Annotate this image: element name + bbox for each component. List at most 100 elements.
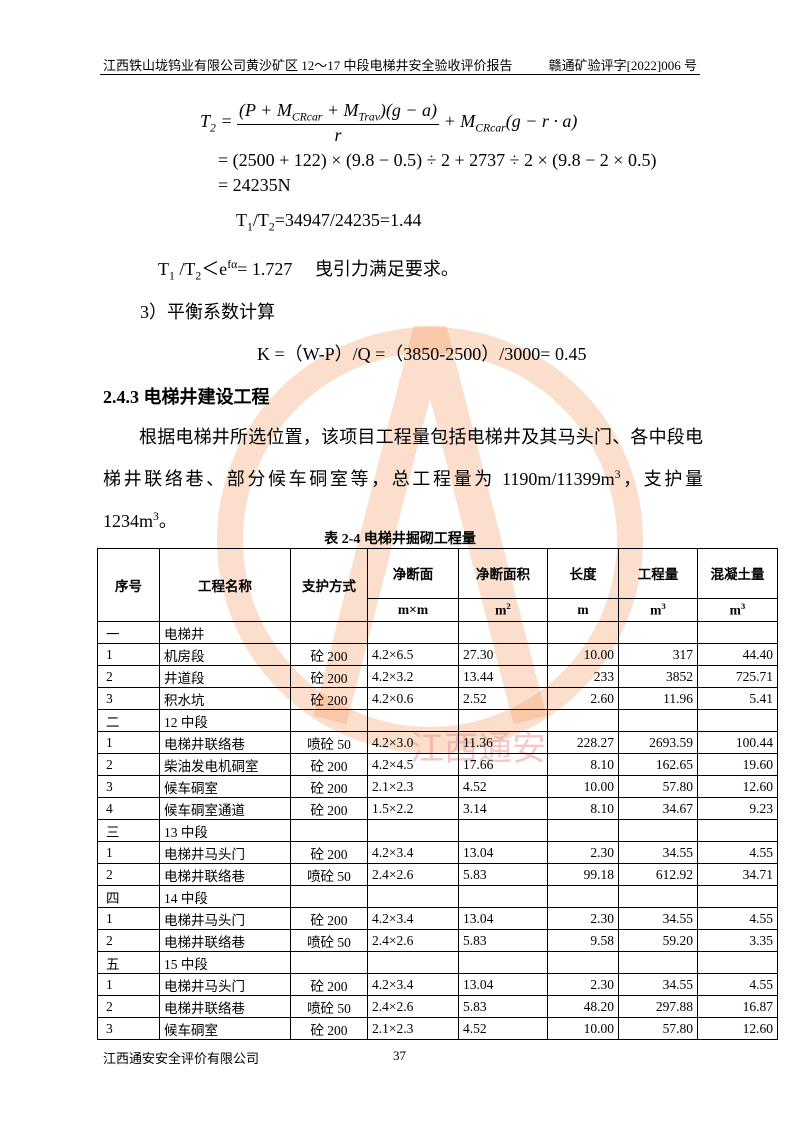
table-cell: 100.44 — [697, 731, 778, 754]
subscript: 1 — [247, 220, 253, 234]
subscript: CRcar — [475, 121, 506, 135]
subscript: Trav — [358, 110, 380, 124]
text-run: + M — [322, 100, 359, 120]
table-cell: 2.30 — [547, 841, 619, 864]
supscript: 3 — [614, 468, 621, 481]
empty-cell — [367, 819, 459, 842]
text-run: = — [215, 110, 238, 131]
text-run: (g − r · a) — [505, 110, 578, 131]
table-cell: 3852 — [618, 665, 698, 688]
table-row: 1 电梯井马头门砼 200 4.2×3.4 13.04 2.30 34.55 4.55 — [97, 841, 778, 864]
table-cell: 5.41 — [697, 687, 778, 710]
formula-main: T2 = (P + MCRcar + MTrav)(g − a) r + MCRc… — [200, 100, 577, 146]
empty-cell — [458, 885, 548, 908]
empty-cell — [290, 709, 368, 732]
table-cell: 2.4×2.6 — [367, 995, 459, 1018]
section-no: 一 — [97, 621, 160, 644]
table-cell: 13.04 — [458, 841, 548, 864]
denominator: r — [334, 124, 342, 145]
table-cell: 44.40 — [697, 643, 778, 666]
table-cell: 3 — [97, 1017, 160, 1040]
table-cell: 10.00 — [547, 775, 619, 798]
subscript: 1 — [169, 269, 175, 283]
table-cell: 317 — [618, 643, 698, 666]
empty-cell — [697, 709, 778, 732]
footer-left: 江西通安安全评价有限公司 — [103, 1051, 260, 1066]
header-cell: 长度 — [547, 548, 619, 599]
table-cell: 3.14 — [458, 797, 548, 820]
table-row: 2 电梯井联络巷 喷砼 50 2.4×2.6 5.83 48.20 297.88 16.87 — [97, 995, 778, 1018]
table-cell: 5.83 — [458, 863, 548, 886]
unit-cell: m3 — [618, 597, 698, 623]
supscript: 3 — [661, 601, 666, 612]
empty-cell — [547, 621, 619, 644]
section-heading: 2.4.3 电梯井建设工程 — [103, 387, 270, 407]
table-cell: 4 — [97, 797, 160, 820]
table-cell: 2.30 — [547, 973, 619, 996]
table-cell: 电梯井联络巷 — [159, 731, 291, 754]
table-cell: 5.83 — [458, 995, 548, 1018]
header-cell: 序号 — [97, 548, 160, 622]
section-name: 电梯井 — [159, 621, 291, 644]
table-cell: 喷砼 50 — [290, 995, 368, 1018]
table-cell: 机房段 — [159, 643, 291, 666]
header-cell: 净断面 — [367, 548, 459, 599]
text-run: ，支护量 1234m — [103, 469, 703, 531]
empty-cell — [697, 885, 778, 908]
empty-cell — [618, 621, 698, 644]
table-cell: 砼 200 — [290, 643, 368, 666]
table-cell: 喷砼 50 — [290, 863, 368, 886]
table-cell: 候车硐室通道 — [159, 797, 291, 820]
table-cell: 砼 200 — [290, 1017, 368, 1040]
text-run: (P + M — [239, 100, 292, 120]
table-row: 3 候车硐室砼 200 2.1×2.3 4.52 10.00 57.80 12.60 — [97, 775, 778, 798]
empty-cell — [697, 819, 778, 842]
check: T1 /T2＜efα= 1.727 曳引力满足要求。 — [158, 255, 459, 283]
table-cell: 11.96 — [618, 687, 698, 710]
empty-cell — [458, 709, 548, 732]
table: 序号 工程名称 支护方式 净断面 净断面积 长度 工程量 混凝土量 m×m m2 m m3 m3 一电梯井… — [97, 548, 778, 1040]
empty-cell — [290, 621, 368, 644]
table-cell: 11.36 — [458, 731, 548, 754]
table-cell: 27.30 — [458, 643, 548, 666]
unit-cell: m3 — [697, 597, 778, 623]
table-cell: 电梯井联络巷 — [159, 863, 291, 886]
table-cell: 17.66 — [458, 753, 548, 776]
table-cell: 电梯井马头门 — [159, 841, 291, 864]
table-cell: 砼 200 — [290, 775, 368, 798]
text-run: m — [650, 602, 662, 618]
table-cell: 4.2×3.2 — [367, 665, 459, 688]
table-cell: 13.04 — [458, 973, 548, 996]
empty-cell — [547, 709, 619, 732]
table-cell: 612.92 — [618, 863, 698, 886]
unit-cell: m2 — [458, 597, 548, 623]
table-cell: 13.44 — [458, 665, 548, 688]
text-run: /T — [174, 259, 196, 279]
table-cell: 9.58 — [547, 929, 619, 952]
header-row: 序号 工程名称 支护方式 净断面 净断面积 长度 工程量 混凝土量 — [97, 548, 778, 622]
table-cell: 34.55 — [618, 841, 698, 864]
subscript: 2 — [268, 220, 275, 234]
table-cell: 2.30 — [547, 907, 619, 930]
header-cell: 净断面积 — [458, 548, 548, 599]
text-run: /T — [252, 210, 269, 230]
text-run: =34947/24235=1.44 — [274, 210, 422, 230]
table-cell: 13.04 — [458, 907, 548, 930]
text-run: ＜e — [201, 259, 228, 279]
table-cell: 电梯井联络巷 — [159, 929, 291, 952]
table-cell: 4.55 — [697, 907, 778, 930]
table-cell: 电梯井马头门 — [159, 973, 291, 996]
empty-cell — [618, 819, 698, 842]
table-row: 1 机房段砼 200 4.2×6.5 27.30 10.00 317 44.40 — [97, 643, 778, 666]
text-run: T — [200, 110, 211, 131]
section-no: 三 — [97, 819, 160, 842]
table-cell: 2.1×2.3 — [367, 1017, 459, 1040]
table-cell: 4.2×4.5 — [367, 753, 459, 776]
table-row: 4 候车硐室通道砼 200 1.5×2.2 3.14 8.10 34.67 9.23 — [97, 797, 778, 820]
empty-cell — [367, 951, 459, 974]
supscript: 3 — [153, 510, 159, 523]
table-cell: 8.10 — [547, 797, 619, 820]
table-row: 2 柴油发电机硐室砼 200 4.2×4.5 17.66 8.10 162.65 19.60 — [97, 753, 778, 776]
table-cell: 59.20 — [618, 929, 698, 952]
